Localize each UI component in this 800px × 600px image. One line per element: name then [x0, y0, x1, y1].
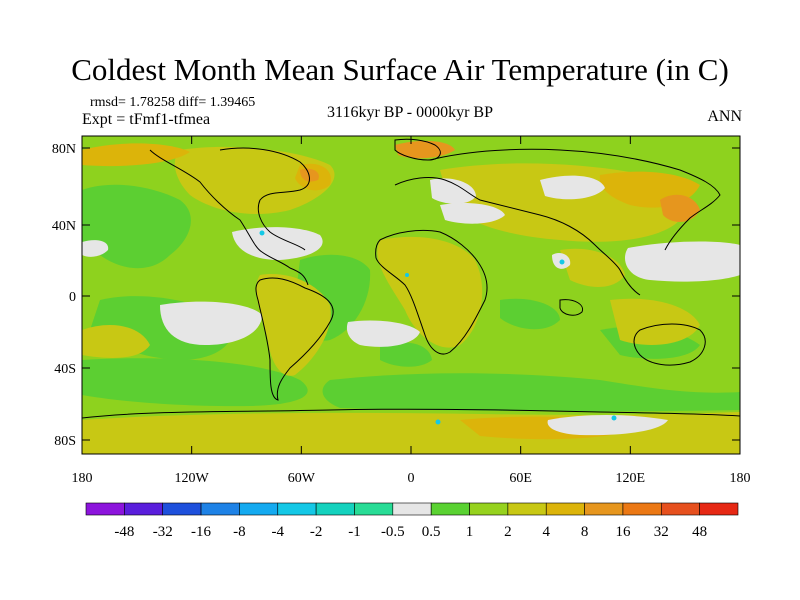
slight-cooling-spots	[259, 230, 617, 425]
colorbar-label: -32	[153, 524, 173, 540]
lat-label: 40S	[54, 362, 76, 377]
experiment-label: Expt = tFmf1-tfmea	[82, 111, 211, 128]
colorbar-swatch	[162, 502, 202, 516]
lon-label: 60W	[288, 471, 316, 486]
colorbar-label: -48	[114, 524, 134, 540]
colorbar-label: 2	[504, 524, 512, 540]
colorbar-label: -1	[348, 524, 361, 540]
colorbar-label: -8	[233, 524, 246, 540]
colorbar-swatch	[584, 502, 624, 516]
lat-label: 80N	[52, 142, 76, 157]
coastlines	[82, 138, 740, 419]
colorbar-swatch	[699, 502, 739, 516]
colorbar-swatch	[392, 502, 432, 516]
colorbar-label: -4	[272, 524, 285, 540]
colorbar-label: -2	[310, 524, 323, 540]
lat-label: 0	[69, 290, 76, 305]
colorbar-swatch	[85, 502, 125, 516]
colorbar-swatch	[200, 502, 240, 516]
colorbar-swatch	[660, 502, 700, 516]
lon-label: 180	[72, 471, 93, 486]
map-title: Coldest Month Mean Surface Air Temperatu…	[71, 52, 729, 87]
colorbar: -48 -32 -16 -8 -4 -2 -1 -0.5 0.5 1 2 4 8 16 32 48	[85, 502, 739, 540]
colorbar-swatch	[239, 502, 279, 516]
period-label: 3116kyr BP - 0000kyr BP	[327, 104, 493, 121]
colorbar-swatch	[545, 502, 585, 516]
colorbar-label: -16	[191, 524, 211, 540]
colorbar-label: 1	[466, 524, 474, 540]
colorbar-swatch	[507, 502, 547, 516]
neutral-change-regions	[82, 175, 740, 436]
lon-label: 120W	[175, 471, 210, 486]
colorbar-swatch	[430, 502, 470, 516]
latitude-axis: 80N 40N 0 40S 80S	[52, 142, 740, 449]
colorbar-label: 16	[615, 524, 631, 540]
colorbar-label: 32	[654, 524, 669, 540]
colorbar-swatch	[622, 502, 662, 516]
colorbar-swatch	[315, 502, 355, 516]
lon-label: 120E	[616, 471, 646, 486]
colorbar-swatch	[277, 502, 317, 516]
lon-label: 60E	[509, 471, 532, 486]
season-label: ANN	[707, 108, 742, 125]
colorbar-swatch	[124, 502, 164, 516]
lon-label: 0	[408, 471, 415, 486]
lat-label: 80S	[54, 434, 76, 449]
stats-label: rmsd= 1.78258 diff= 1.39465	[90, 95, 256, 110]
temperature-field	[82, 136, 740, 454]
longitude-axis: 180 120W 60W 0 60E 120E 180	[72, 136, 751, 486]
colorbar-label: 48	[692, 524, 707, 540]
colorbar-swatch	[354, 502, 394, 516]
colorbar-label: -0.5	[381, 524, 405, 540]
colorbar-label: 8	[581, 524, 589, 540]
lat-label: 40N	[52, 219, 76, 234]
colorbar-swatch	[469, 502, 509, 516]
lon-label: 180	[730, 471, 751, 486]
colorbar-label: 0.5	[422, 524, 441, 540]
colorbar-label: 4	[542, 524, 550, 540]
